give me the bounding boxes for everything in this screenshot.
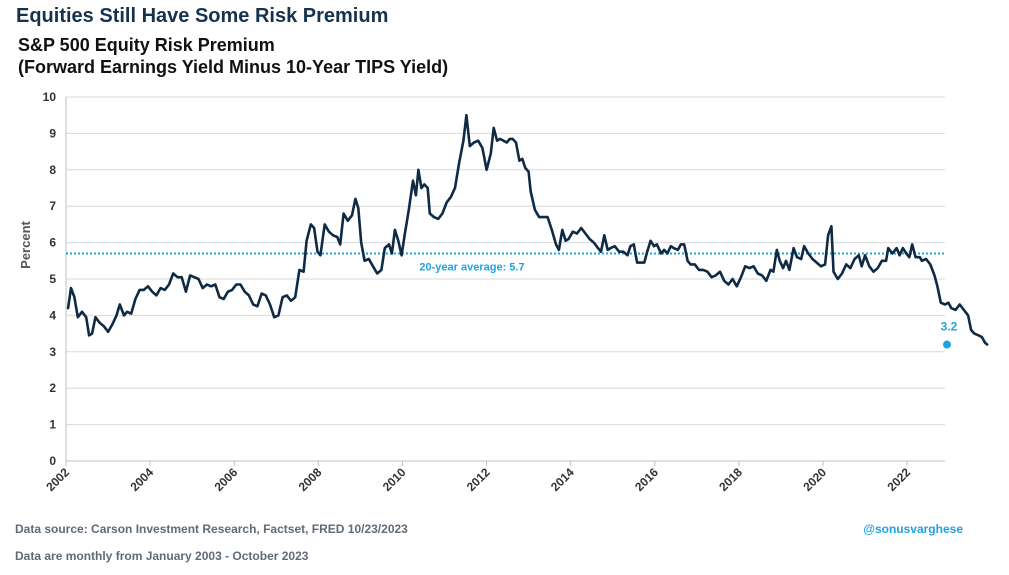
y-tick-label: 9 bbox=[49, 126, 56, 140]
series-line bbox=[66, 113, 989, 346]
x-tick-label: 2008 bbox=[296, 465, 325, 494]
data-source-note: Data source: Carson Investment Research,… bbox=[15, 522, 408, 536]
y-tick-label: 3 bbox=[49, 345, 56, 359]
x-tick-label: 2002 bbox=[43, 465, 72, 494]
x-tick-label: 2018 bbox=[716, 465, 745, 494]
y-tick-label: 6 bbox=[49, 236, 56, 250]
end-point-label: 3.2 bbox=[941, 320, 958, 334]
x-tick-label: 2010 bbox=[380, 465, 409, 494]
line-chart: Percent 0 1 2 3 4 5 6 7 8 9 10 2002 2004 2006 2008 2010… bbox=[18, 90, 989, 494]
end-point-marker bbox=[943, 340, 951, 349]
x-tick-label: 2016 bbox=[632, 465, 661, 494]
x-tick-label: 2006 bbox=[212, 465, 241, 494]
y-tick-label: 7 bbox=[49, 199, 56, 213]
data-frequency-note: Data are monthly from January 2003 - Oct… bbox=[15, 549, 309, 563]
y-tick-label: 5 bbox=[49, 272, 56, 286]
x-tick-label: 2022 bbox=[884, 465, 913, 494]
x-tick-label: 2014 bbox=[548, 465, 577, 494]
chart-title-block: S&P 500 Equity Risk Premium (Forward Ear… bbox=[18, 34, 448, 78]
y-axis-label: Percent bbox=[18, 220, 33, 268]
y-tick-label: 10 bbox=[43, 90, 57, 104]
y-tick-label: 1 bbox=[49, 418, 56, 432]
x-tick-label: 2020 bbox=[800, 465, 829, 494]
header-title: Equities Still Have Some Risk Premium bbox=[16, 5, 389, 27]
x-tick-label: 2004 bbox=[127, 465, 156, 494]
chart-subtitle: (Forward Earnings Yield Minus 10-Year TI… bbox=[18, 57, 449, 77]
author-handle[interactable]: @sonusvarghese bbox=[863, 522, 963, 536]
y-tick-label: 4 bbox=[49, 308, 56, 322]
y-tick-label: 8 bbox=[49, 163, 56, 177]
x-tick-label: 2012 bbox=[464, 465, 493, 494]
chart-title: S&P 500 Equity Risk Premium bbox=[18, 35, 275, 55]
y-tick-label: 0 bbox=[49, 454, 56, 468]
average-label: 20-year average: 5.7 bbox=[419, 262, 524, 274]
y-tick-label: 2 bbox=[49, 381, 56, 395]
